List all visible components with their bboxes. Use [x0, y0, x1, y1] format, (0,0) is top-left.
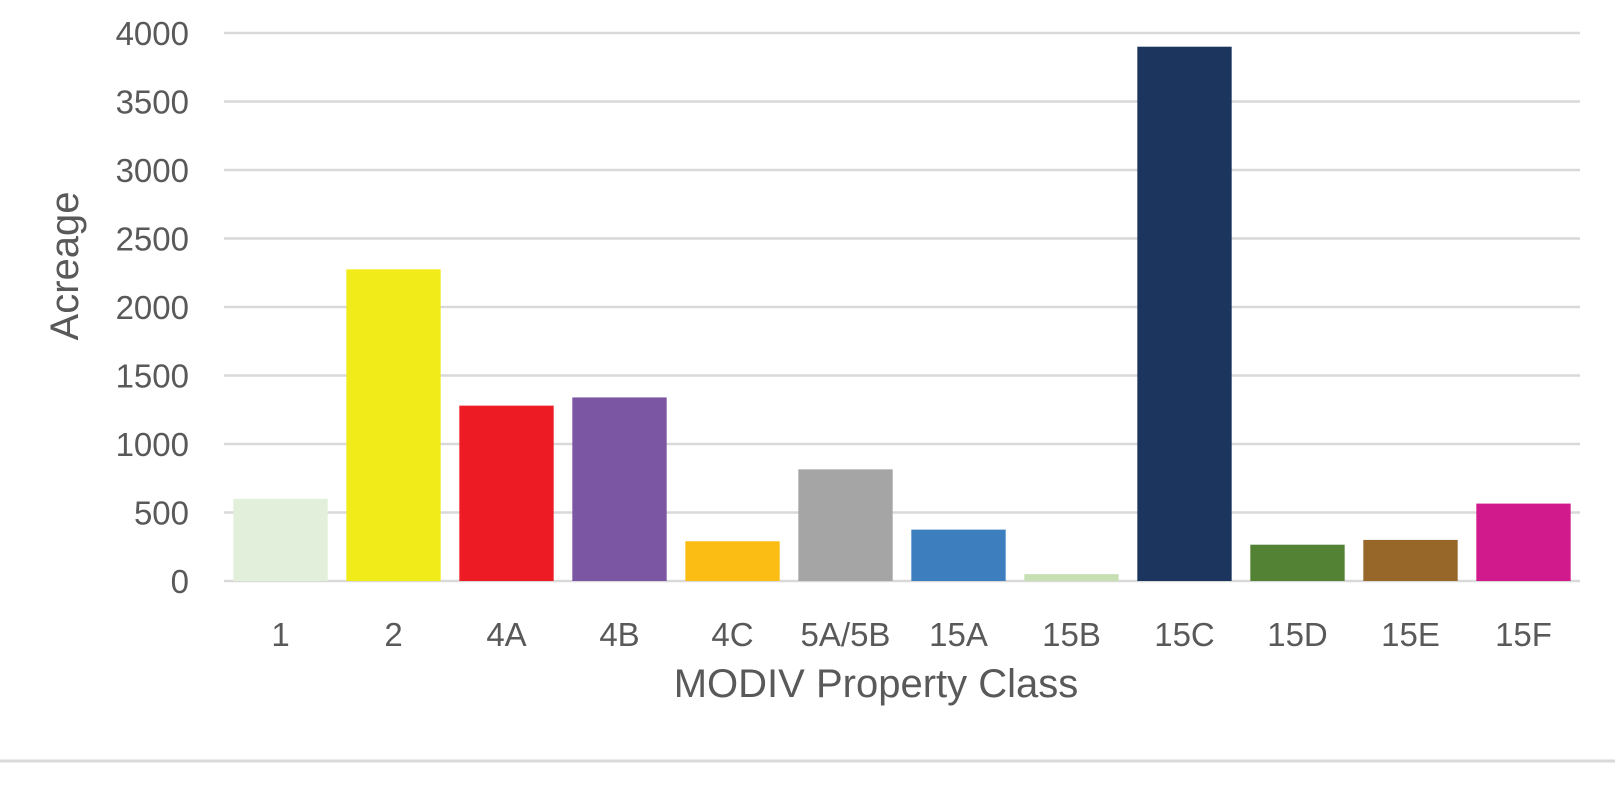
bar-15e — [1363, 539, 1458, 581]
bar-4b — [572, 397, 667, 581]
x-tick-label: 15E — [1381, 616, 1440, 653]
x-tick-label: 15A — [929, 616, 988, 653]
bar-15b — [1024, 574, 1119, 581]
bars — [233, 46, 1571, 581]
bar-15c — [1137, 46, 1232, 581]
y-tick-label: 3500 — [116, 84, 189, 121]
bar-4c — [685, 541, 780, 581]
bar-1 — [233, 498, 328, 581]
x-tick-label: 1 — [271, 616, 289, 653]
x-axis-title: MODIV Property Class — [674, 662, 1079, 706]
x-axis-ticks: 1 2 4A 4B 4C 5A/5B 15A 15B 15C 15D 15E 15F — [271, 616, 1552, 653]
x-tick-label: 15C — [1154, 616, 1215, 653]
x-tick-label: 4A — [486, 616, 526, 653]
x-tick-label: 5A/5B — [801, 616, 891, 653]
y-tick-label: 4000 — [116, 15, 189, 52]
y-tick-label: 2000 — [116, 289, 189, 326]
y-tick-label: 500 — [134, 495, 189, 532]
bar-15a — [911, 529, 1006, 581]
y-axis-title: Acreage — [43, 192, 87, 341]
x-tick-label: 15F — [1495, 616, 1552, 653]
y-tick-label: 1000 — [116, 426, 189, 463]
y-tick-label: 3000 — [116, 152, 189, 189]
y-tick-label: 2500 — [116, 221, 189, 258]
bar-4a — [459, 405, 554, 581]
x-tick-label: 4B — [599, 616, 639, 653]
y-tick-label: 1500 — [116, 358, 189, 395]
y-axis-ticks: 0 500 1000 1500 2000 2500 3000 3500 4000 — [116, 15, 189, 600]
gridlines — [224, 31, 1580, 583]
bar-2 — [346, 269, 441, 581]
bar-15d — [1250, 544, 1345, 581]
x-tick-label: 2 — [384, 616, 402, 653]
x-tick-label: 15B — [1042, 616, 1101, 653]
bar-15f — [1476, 503, 1571, 581]
x-tick-label: 15D — [1267, 616, 1328, 653]
x-tick-label: 4C — [711, 616, 753, 653]
bar-5a-5b — [798, 469, 893, 581]
y-tick-label: 0 — [171, 563, 189, 600]
